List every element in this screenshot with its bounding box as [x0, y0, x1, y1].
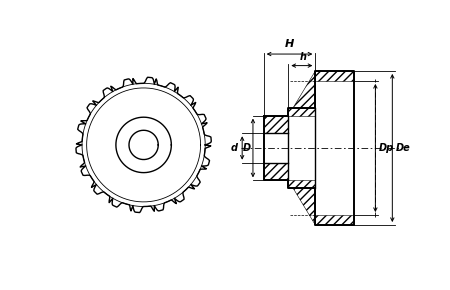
Polygon shape: [264, 133, 288, 163]
Polygon shape: [264, 163, 288, 180]
Polygon shape: [288, 71, 315, 116]
Polygon shape: [315, 71, 354, 81]
Polygon shape: [288, 180, 315, 188]
Polygon shape: [288, 180, 315, 225]
Polygon shape: [264, 116, 288, 133]
Text: Dp: Dp: [378, 143, 394, 153]
Polygon shape: [264, 71, 354, 225]
Text: d: d: [230, 143, 238, 153]
Polygon shape: [288, 108, 315, 116]
Polygon shape: [315, 215, 354, 225]
Text: D: D: [243, 143, 251, 153]
Text: De: De: [396, 143, 410, 153]
Text: h: h: [300, 52, 307, 62]
Text: H: H: [285, 39, 294, 49]
